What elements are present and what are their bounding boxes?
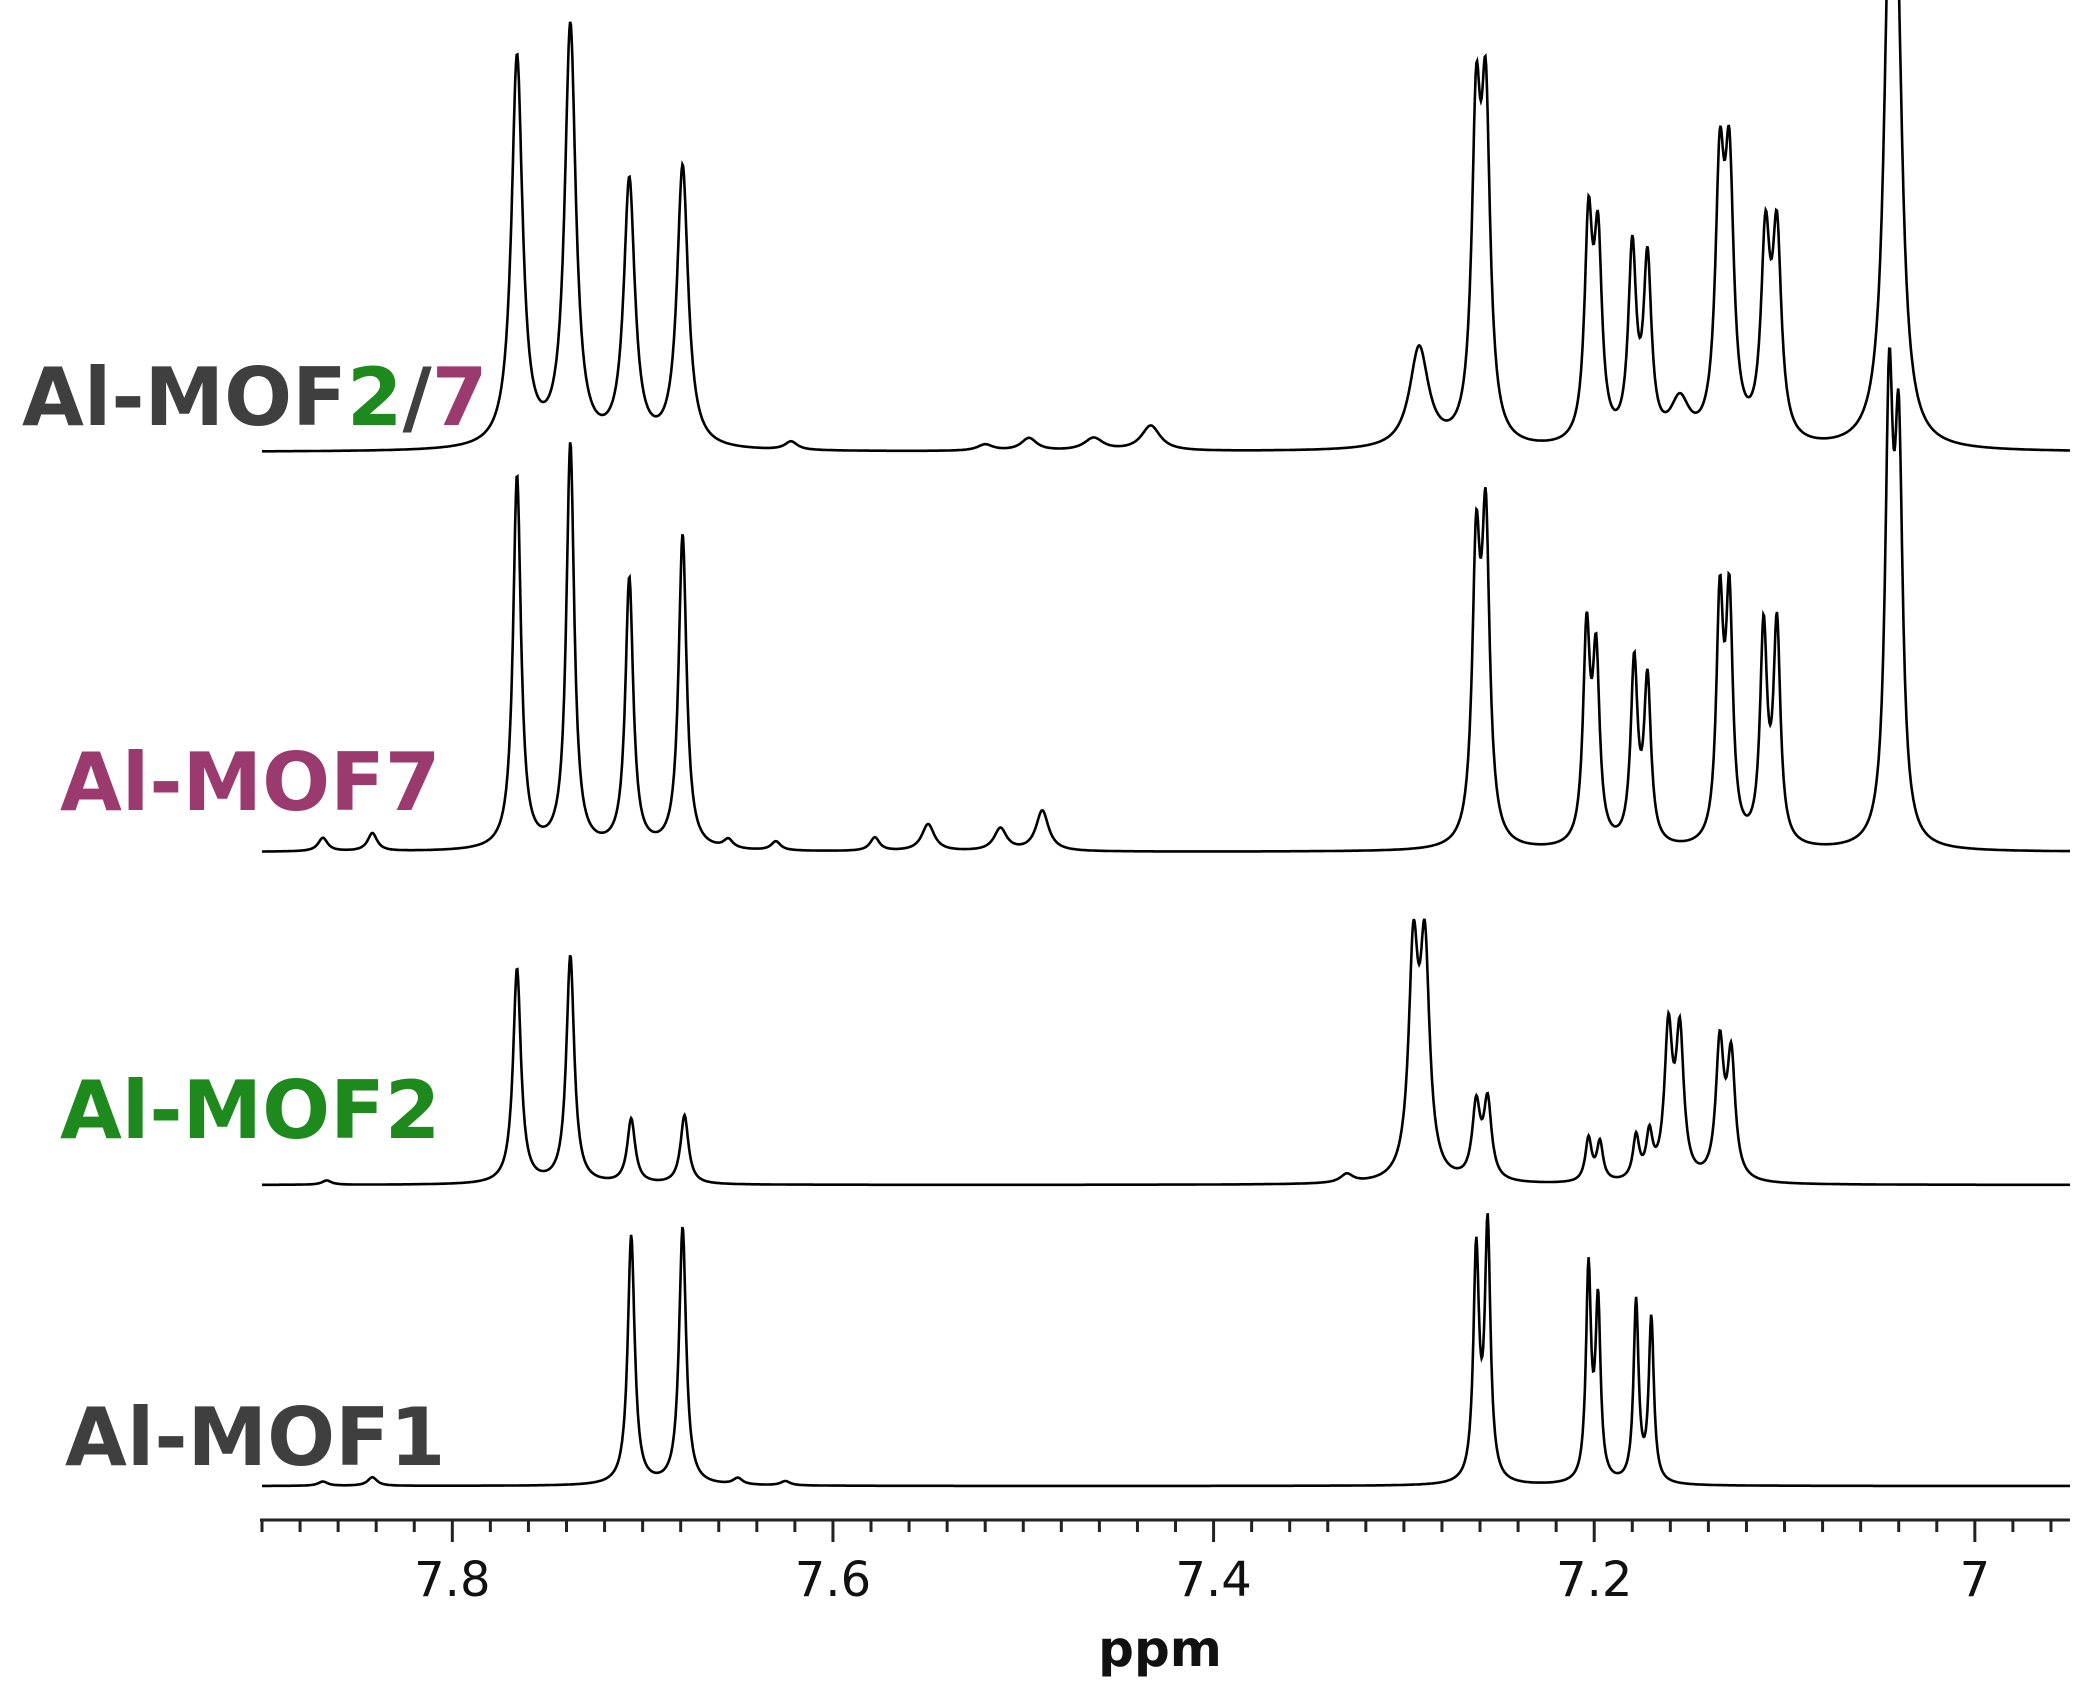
- spectrum-al-mof2: [262, 918, 2070, 1187]
- x-tick-label: 7.8: [414, 1552, 490, 1608]
- spectrum-al-mof1: [262, 1213, 2070, 1488]
- label-al-mof2-7-two: 2: [347, 351, 403, 444]
- spectrum-al-mof7: [262, 347, 2070, 853]
- x-axis-title: ppm: [1098, 1620, 1222, 1678]
- x-tick-label: 7.4: [1175, 1552, 1251, 1608]
- label-al-mof7: Al-MOF7: [60, 736, 440, 829]
- label-al-mof2-7-slash: /: [402, 351, 432, 444]
- x-axis: 7.8 7.6 7.4 7.2 7 ppm: [260, 1518, 2070, 1678]
- label-al-mof2-7: Al-MOF2/7: [22, 351, 487, 444]
- label-al-mof2-7-prefix: Al-MOF: [22, 351, 347, 444]
- spectrum-al-mof2-7: [262, 0, 2070, 453]
- label-al-mof2: Al-MOF2: [60, 1064, 440, 1157]
- sample-labels: Al-MOF2/7 Al-MOF7 Al-MOF2 Al-MOF1: [22, 351, 487, 1484]
- x-tick-label: 7: [1960, 1552, 1991, 1608]
- spectrum-traces: [262, 0, 2070, 1488]
- label-al-mof2-7-seven: 7: [432, 351, 488, 444]
- x-tick-label: 7.2: [1556, 1552, 1632, 1608]
- x-axis-ticks: 7.8 7.6 7.4 7.2 7: [260, 1520, 2053, 1608]
- label-al-mof1: Al-MOF1: [65, 1391, 445, 1484]
- x-tick-label: 7.6: [795, 1552, 871, 1608]
